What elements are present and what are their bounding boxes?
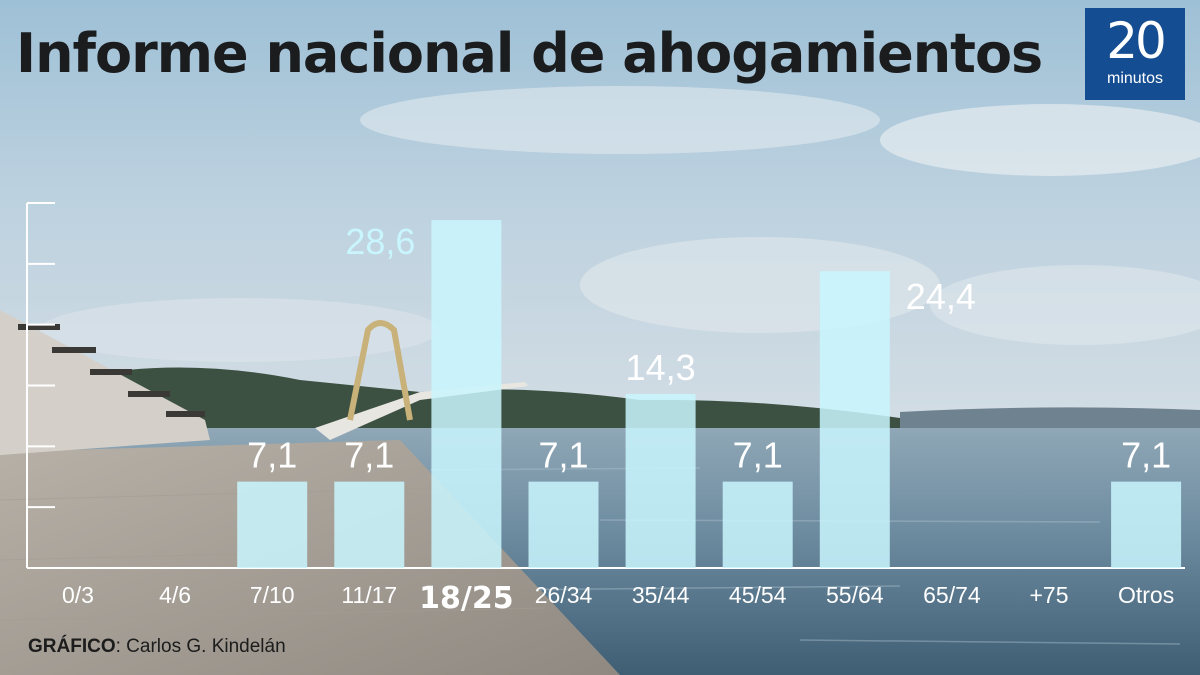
data-label: 28,6 (345, 221, 415, 262)
x-tick-label: 11/17 (341, 582, 397, 608)
bar (237, 481, 308, 568)
bar (1111, 481, 1182, 568)
x-tick-label: 55/64 (826, 582, 884, 608)
data-label: 24,4 (906, 276, 976, 317)
page-title: Informe nacional de ahogamientos (16, 22, 1043, 85)
credit-label: GRÁFICO (28, 636, 116, 657)
credit-separator: : (115, 636, 121, 657)
data-label: 7,1 (1121, 435, 1171, 476)
bar (431, 220, 502, 569)
bar (334, 481, 405, 568)
x-tick-label: 45/54 (729, 582, 787, 608)
data-label: 14,3 (626, 347, 696, 388)
brand-logo: 20 minutos (1085, 8, 1185, 100)
data-label: 7,1 (247, 435, 297, 476)
x-tick-label: 18/25 (419, 581, 513, 616)
bar (528, 481, 599, 568)
bar (722, 481, 793, 568)
x-tick-label: Otros (1118, 582, 1174, 608)
x-tick-label: 7/10 (250, 582, 295, 608)
logo-word: minutos (1106, 70, 1164, 87)
x-tick-label: 35/44 (632, 582, 690, 608)
x-tick-label: 4/6 (159, 582, 191, 608)
data-label: 7,1 (538, 435, 588, 476)
bar (819, 271, 890, 568)
data-label: 7,1 (344, 435, 394, 476)
x-tick-label: 65/74 (923, 582, 981, 608)
x-tick-label: 26/34 (535, 582, 593, 608)
x-tick-label: 0/3 (62, 582, 94, 608)
graphic-credit: GRÁFICO: Carlos G. Kindelán (28, 636, 286, 658)
bar (625, 394, 696, 568)
logo-number: 20 (1106, 12, 1167, 70)
x-tick-label: +75 (1029, 582, 1068, 608)
data-label: 7,1 (733, 435, 783, 476)
credit-author: Carlos G. Kindelán (126, 636, 286, 657)
